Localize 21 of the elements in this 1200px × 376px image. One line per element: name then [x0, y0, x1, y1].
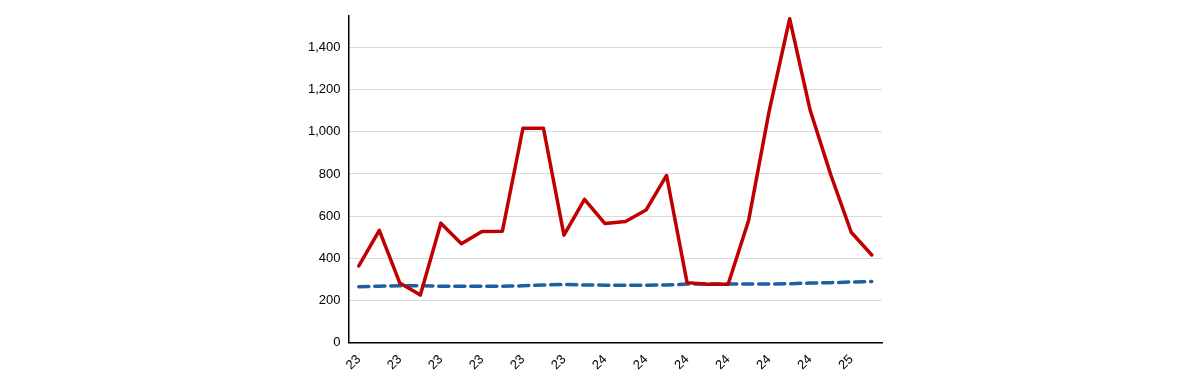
x-tick-label: 24 — [588, 351, 610, 373]
x-tick-label: 23 — [383, 351, 405, 373]
y-tick-label: 800 — [318, 165, 341, 181]
y-tick-label: 1,400 — [307, 39, 341, 55]
x-tick-label: 24 — [752, 351, 774, 373]
x-tick-label: 23 — [342, 351, 364, 373]
x-tick-label: 23 — [465, 351, 487, 373]
x-tick-label: 24 — [670, 351, 692, 373]
x-tick-label: 24 — [711, 351, 733, 373]
y-tick-label: 1,200 — [307, 81, 341, 97]
x-tick-label: 24 — [629, 351, 651, 373]
x-tick-label: 23 — [506, 351, 528, 373]
x-tick-label: 25 — [835, 351, 856, 373]
y-tick-label: 1,000 — [307, 123, 341, 139]
y-tick-label: 200 — [318, 292, 341, 308]
y-tick-label: 600 — [318, 207, 341, 223]
x-tick-label: 24 — [794, 351, 815, 373]
y-tick-label: 0 — [333, 334, 341, 350]
x-tick-label: 23 — [547, 351, 569, 373]
x-tick-label: 23 — [424, 351, 446, 373]
y-tick-label: 400 — [318, 249, 341, 265]
